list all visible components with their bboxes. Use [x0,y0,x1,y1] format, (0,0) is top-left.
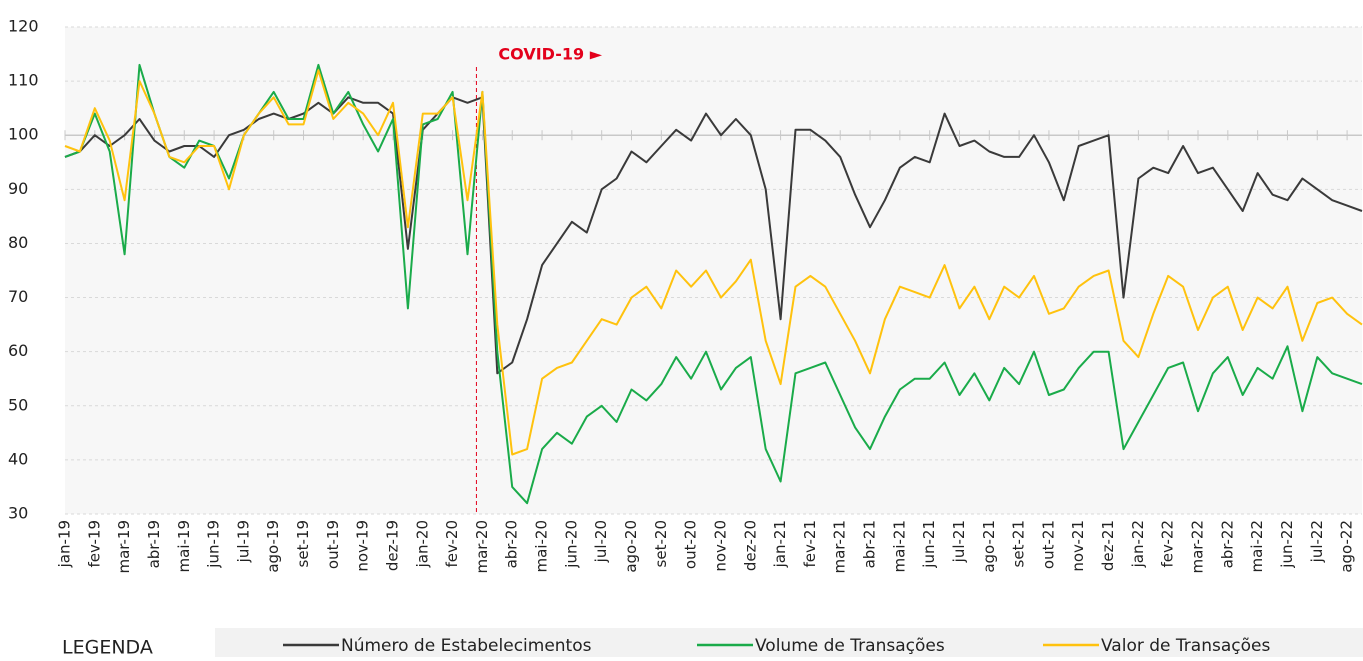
x-tick-label: jan-20 [413,520,431,568]
x-tick-label: abr-20 [503,520,521,568]
y-tick-label: 80 [8,233,28,252]
x-tick-label: mai-21 [890,520,908,572]
series-line [64,63,1363,505]
series-line [64,69,1363,456]
x-tick-label: mar-19 [115,520,133,574]
x-tick-label: ago-21 [980,520,998,573]
x-tick-label: mai-19 [175,520,193,572]
x-tick-label: mar-22 [1189,520,1207,574]
y-tick-label: 110 [8,71,39,90]
x-tick-label: nov-19 [354,520,372,572]
y-tick-label: 50 [8,395,28,414]
x-tick-label: jan-22 [1129,520,1147,568]
y-tick-label: 100 [8,125,39,144]
y-tick-label: 40 [8,449,28,468]
x-tick-label: ago-19 [264,520,282,573]
x-tick-label: dez-20 [741,520,759,571]
x-tick-label: nov-20 [711,520,729,572]
y-tick-label: 120 [8,17,39,36]
x-tick-label: mai-20 [533,520,551,572]
legend-label: Valor de Transações [1101,636,1270,656]
x-tick-label: fev-20 [443,520,461,567]
x-tick-label: jun-19 [205,520,223,569]
y-tick-label: 30 [8,504,28,523]
x-tick-label: out-19 [324,520,342,569]
x-tick-label: ago-22 [1338,520,1356,573]
x-tick-label: mai-22 [1248,520,1266,572]
x-tick-label: jul-20 [592,520,610,563]
x-tick-label: fev-22 [1159,520,1177,567]
covid-annotation: COVID-19 ► [498,45,602,64]
legend-title: LEGENDA [62,637,153,658]
x-tick-label: nov-21 [1069,520,1087,572]
legend-box [215,628,1363,657]
legend-label: Número de Estabelecimentos [341,636,592,656]
x-tick-label: out-21 [1039,520,1057,569]
x-tick-label: abr-21 [861,520,879,568]
x-tick-label: jan-19 [56,520,74,568]
plot-background [65,27,1362,514]
x-tick-label: mar-20 [473,520,491,574]
x-tick-label: out-20 [682,520,700,569]
y-tick-label: 70 [8,287,28,306]
x-tick-label: jul-22 [1308,520,1326,563]
x-tick-label: fev-21 [801,520,819,567]
x-tick-label: jan-21 [771,520,789,568]
x-tick-label: jul-21 [950,520,968,563]
series-line [64,96,1363,375]
x-tick-label: jun-21 [920,520,938,569]
x-tick-label: jun-22 [1278,520,1296,569]
x-tick-label: ago-20 [622,520,640,573]
y-tick-label: 60 [8,341,28,360]
x-tick-label: set-19 [294,520,312,567]
legend-label: Volume de Transações [755,636,945,656]
x-tick-label: fev-19 [85,520,103,567]
x-tick-label: dez-19 [383,520,401,571]
x-tick-label: dez-21 [1099,520,1117,571]
x-tick-label: jun-20 [562,520,580,569]
x-tick-label: abr-22 [1218,520,1236,568]
x-tick-label: set-21 [1010,520,1028,567]
x-tick-label: set-20 [652,520,670,567]
x-tick-label: mar-21 [831,520,849,574]
x-tick-label: abr-19 [145,520,163,568]
y-tick-label: 90 [8,179,28,198]
x-tick-label: jul-19 [234,520,252,563]
